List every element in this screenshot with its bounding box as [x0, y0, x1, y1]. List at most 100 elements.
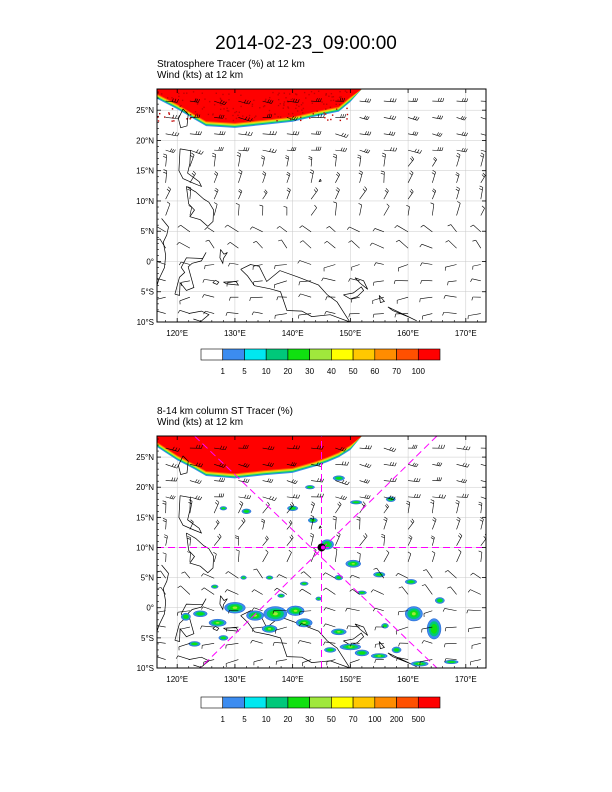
wind-barb	[213, 187, 219, 200]
tracer-blob	[394, 648, 399, 652]
wind-barb	[309, 169, 314, 183]
wind-barb	[397, 610, 409, 616]
wind-barb	[260, 155, 265, 167]
y-tick-label: 20°N	[136, 136, 154, 145]
wind-barb	[447, 224, 457, 233]
wind-barb	[421, 584, 433, 595]
wind-barb	[395, 573, 409, 579]
wind-barb	[157, 296, 166, 300]
wind-barb	[235, 535, 239, 546]
wind-barb	[324, 241, 336, 249]
x-tick-label: 140°E	[282, 675, 304, 684]
tracer-speckle	[283, 103, 285, 105]
wind-barb	[408, 493, 421, 498]
wind-barb	[372, 607, 384, 612]
wind-barb	[200, 625, 215, 630]
tracer-speckle	[285, 97, 287, 99]
tracer-speckle	[346, 118, 348, 120]
tracer-speckle	[180, 104, 182, 107]
wind-barb	[348, 240, 360, 249]
tracer-speckle	[220, 98, 222, 101]
tracer-blob	[351, 562, 355, 565]
wind-barb	[480, 205, 485, 216]
x-tick-label: 130°E	[224, 675, 246, 684]
tracer-speckle	[340, 96, 342, 98]
tracer-blob	[408, 580, 414, 583]
wind-barb	[163, 534, 168, 546]
wind-barb	[395, 239, 409, 249]
wind-barb	[372, 313, 384, 318]
wind-barb	[165, 463, 179, 469]
colorbar-label: 70	[392, 367, 401, 376]
wind-barb	[188, 499, 193, 514]
tracer-blob	[307, 486, 313, 489]
wind-barb	[419, 243, 433, 249]
wind-barb	[359, 463, 372, 468]
coastline	[219, 249, 228, 265]
wind-barb	[274, 264, 287, 270]
wind-barb	[406, 204, 410, 216]
colorbar-swatch	[287, 696, 310, 709]
x-tick-label: 160°E	[397, 675, 419, 684]
wind-barb	[259, 204, 264, 216]
colorbar-swatch	[309, 348, 332, 361]
wind-barb	[335, 132, 349, 138]
wind-barb	[214, 114, 225, 119]
wind-barb	[272, 642, 287, 646]
colorbar-label: 1	[221, 367, 226, 376]
tracer-speckle	[189, 118, 191, 120]
wind-barb	[179, 296, 191, 305]
wind-barb	[324, 311, 336, 315]
tracer-speckle	[179, 105, 181, 108]
wind-barb	[383, 115, 397, 120]
tracer-blob	[336, 477, 342, 480]
wind-barb	[480, 152, 485, 167]
tracer-speckle	[330, 92, 333, 95]
wind-barb	[286, 549, 292, 563]
tracer-blob	[353, 501, 359, 504]
wind-barb	[238, 147, 250, 152]
colorbar-swatch	[222, 696, 245, 709]
wind-barb	[351, 264, 360, 271]
wind-barb	[321, 277, 336, 282]
wind-barb	[456, 533, 463, 546]
wind-barb	[181, 571, 191, 579]
wind-barb	[311, 445, 324, 450]
wind-barb	[204, 264, 215, 270]
coastline	[354, 623, 369, 636]
tracer-speckle	[171, 120, 173, 122]
wind-barb	[346, 625, 360, 630]
wind-barb	[432, 97, 445, 102]
wind-barb	[323, 607, 336, 612]
wind-barb	[442, 311, 457, 316]
tracer-speckle	[287, 101, 289, 103]
wind-barb	[335, 461, 349, 466]
tracer-speckle	[328, 95, 330, 97]
colorbar-label: 60	[370, 367, 379, 376]
tracer-speckle	[228, 93, 230, 95]
wind-barb	[189, 98, 200, 103]
wind-barb	[262, 114, 273, 118]
colorbar-swatch	[417, 696, 441, 709]
wind-barb	[359, 445, 372, 450]
tracer-speckle	[277, 116, 279, 118]
y-tick-label: 15°N	[136, 513, 154, 522]
coastline	[354, 277, 369, 290]
panel2-title-line2: Wind (kts) at 12 km	[157, 417, 244, 428]
wind-barb	[189, 114, 201, 119]
wind-barb	[262, 171, 267, 183]
tracer-speckle	[346, 107, 348, 110]
tracer-speckle	[277, 104, 280, 107]
wind-barb	[470, 278, 481, 283]
wind-barb	[310, 187, 318, 200]
wind-barb	[189, 170, 196, 183]
tracer-speckle	[226, 110, 229, 112]
tracer-speckle	[235, 110, 238, 113]
wind-barb	[326, 226, 336, 233]
tracer-speckle	[226, 107, 228, 110]
wind-barb	[272, 610, 287, 614]
colorbar-label: 1	[221, 715, 226, 724]
wind-barb	[286, 534, 294, 546]
wind-barb	[383, 503, 389, 514]
tracer-blob	[317, 597, 320, 600]
